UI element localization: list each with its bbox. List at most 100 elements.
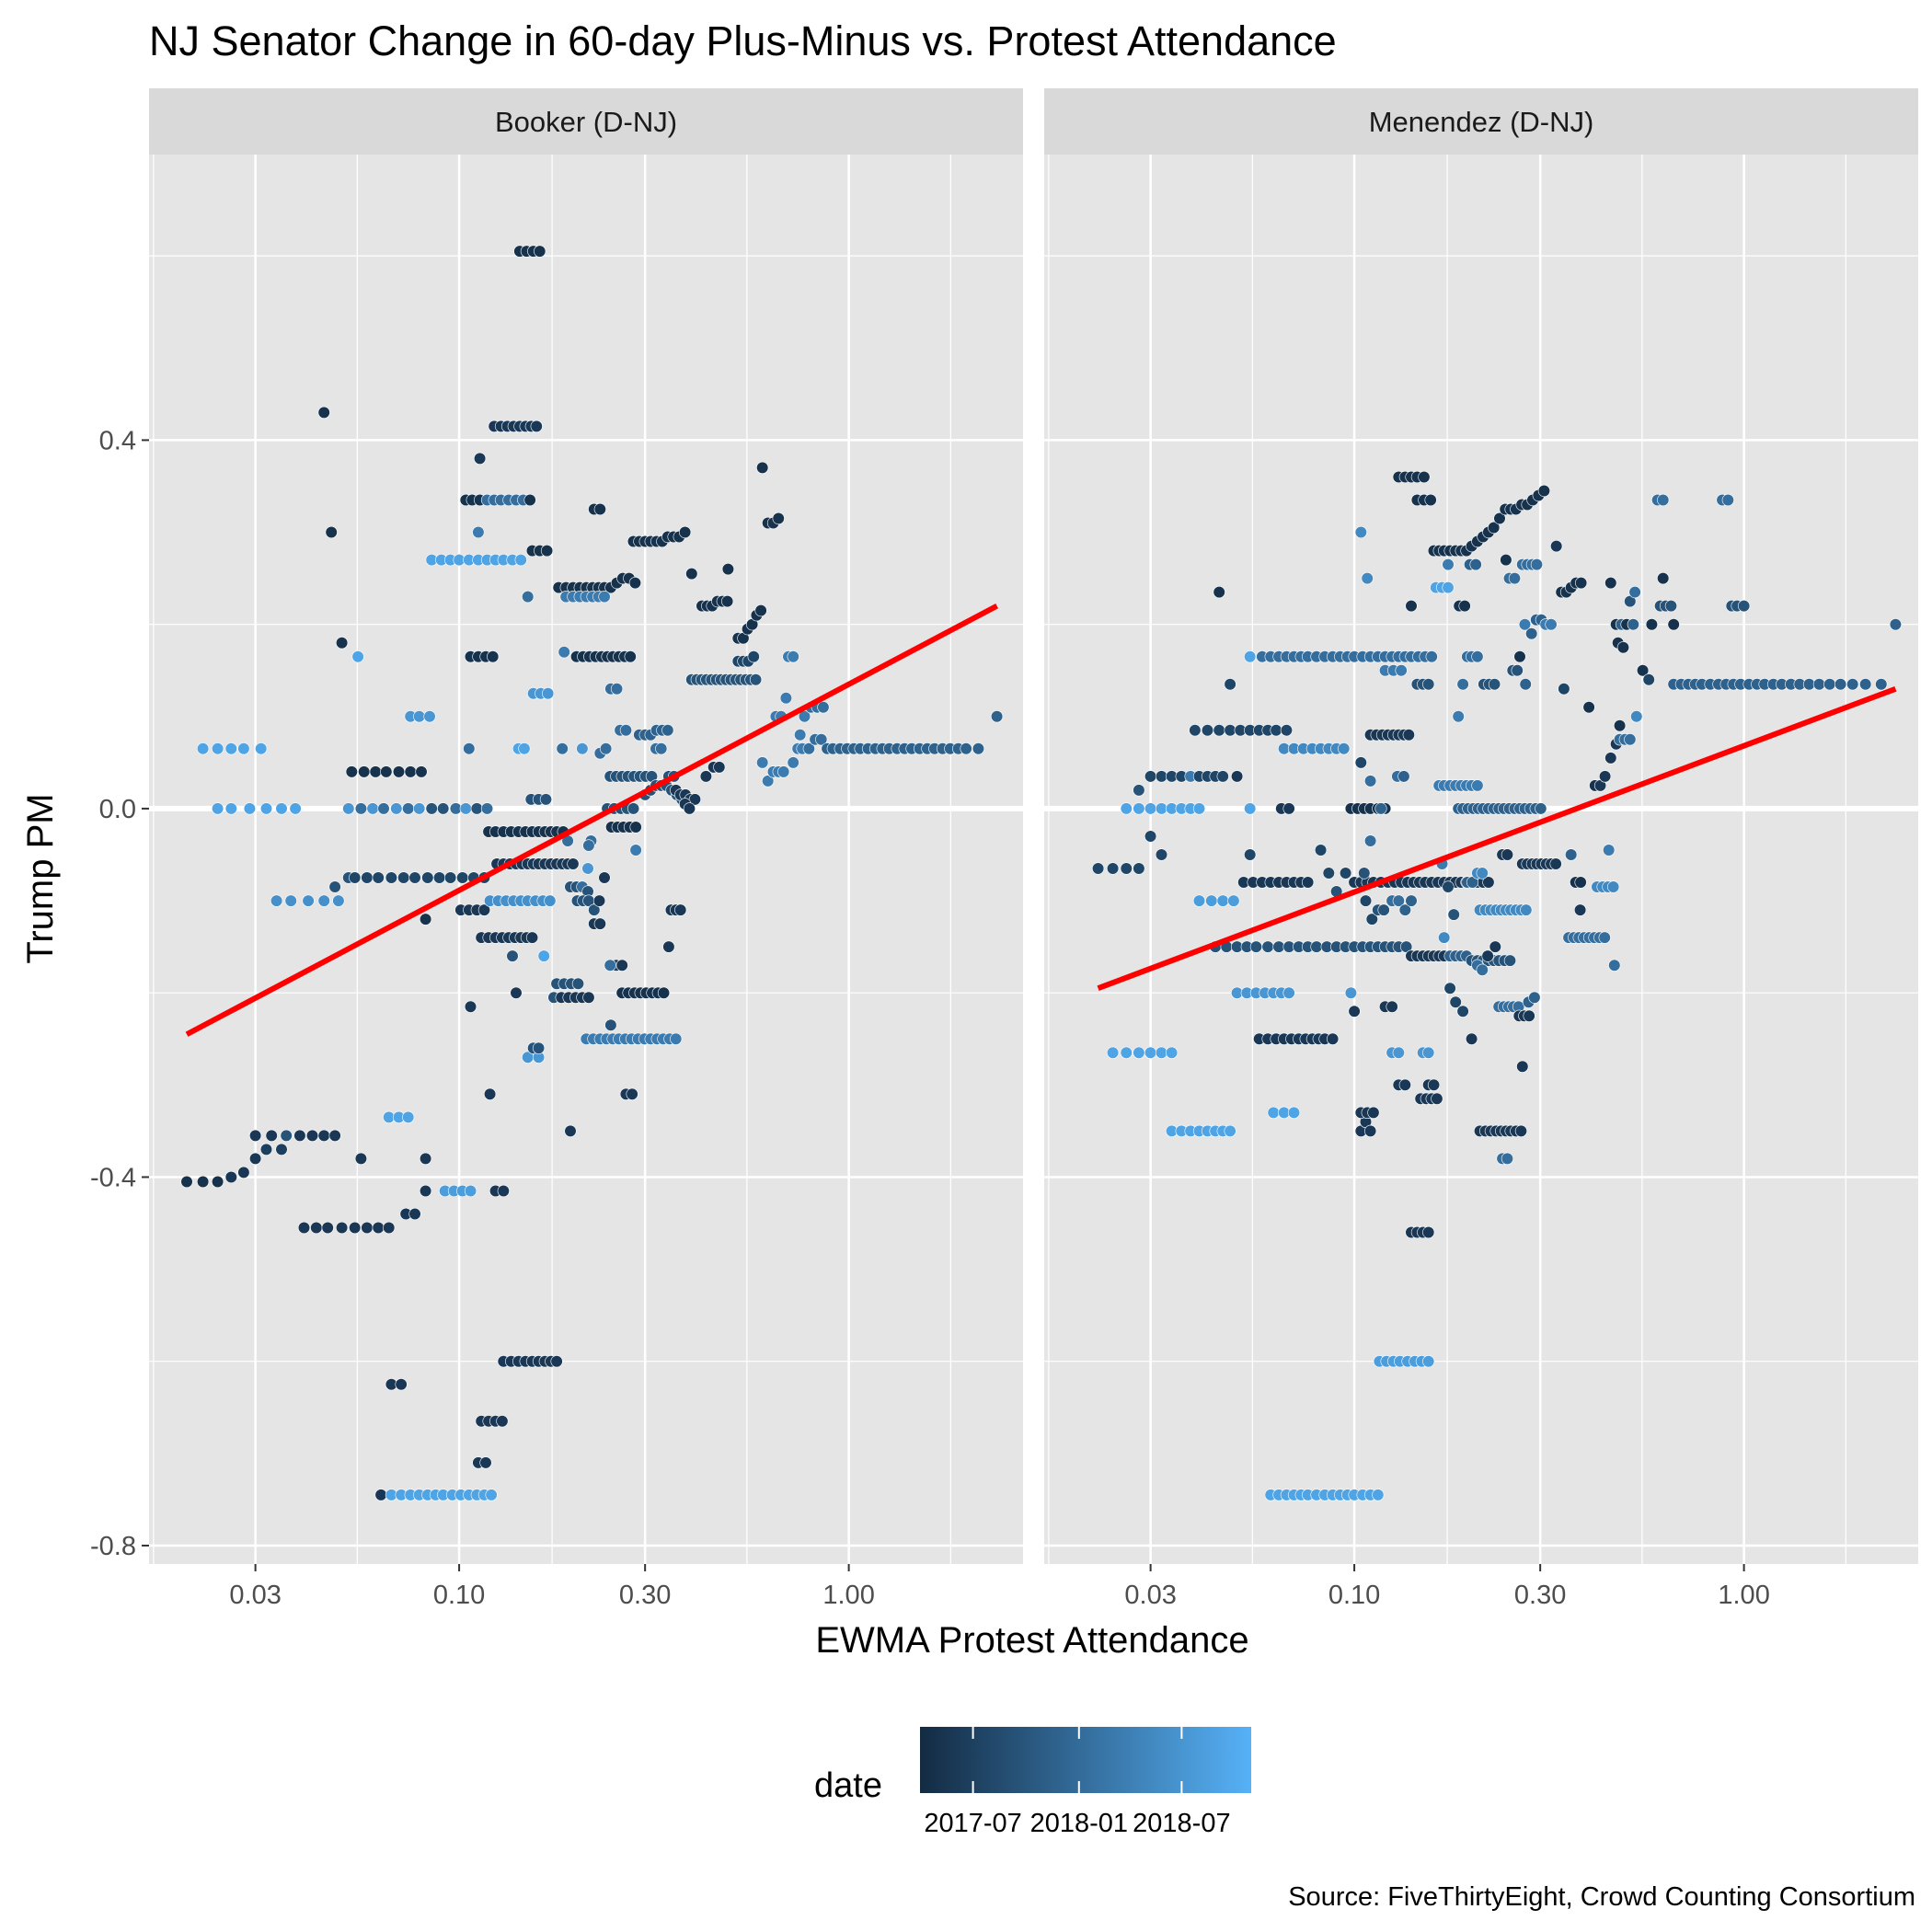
data-point [392,765,406,778]
data-point [1144,770,1157,783]
data-point [1405,599,1418,613]
data-point [480,802,494,815]
data-point [1501,848,1513,861]
data-point [1550,539,1563,553]
data-point [1523,1009,1535,1022]
data-point [437,802,450,815]
data-point [328,1129,341,1142]
data-point [558,646,570,659]
data-point [270,894,283,907]
data-point [1481,949,1494,962]
data-point [1392,894,1405,907]
data-point [1165,1046,1179,1059]
data-point [1442,880,1455,893]
legend-ticks: 2017-07 2018-01 2018-07 [924,1727,1231,1838]
data-point [1458,599,1471,613]
data-point [349,1221,362,1235]
data-point [464,1000,477,1013]
data-point [243,802,257,815]
data-point [1427,1078,1441,1091]
data-point [1657,493,1670,507]
data-point [255,742,268,755]
data-point [1501,1152,1513,1165]
data-point [802,742,815,755]
data-point [1374,802,1387,815]
data-point [237,1166,250,1179]
data-point [317,894,330,907]
data-point [317,406,330,420]
data-point [522,590,535,604]
data-point [1224,1124,1236,1137]
facet-strip [1044,88,1918,155]
data-point [354,802,368,815]
data-point [576,742,589,755]
data-point [1133,784,1145,797]
data-point [1525,627,1538,640]
data-point [1301,876,1315,889]
data-point [1482,876,1495,889]
data-point [1493,512,1506,525]
legend-label: 2017-07 [924,1809,1021,1838]
data-point [1488,678,1501,691]
data-point [297,1221,311,1235]
data-point [1326,1032,1340,1045]
data-point [523,493,536,507]
data-point [699,770,713,783]
data-point [1737,599,1751,613]
data-point [1386,1000,1398,1013]
data-point [683,802,696,815]
data-point [582,839,595,852]
data-point [1339,867,1352,880]
data-point [1604,576,1617,590]
data-point [1192,802,1206,815]
data-point [1471,650,1484,663]
data-point [385,871,398,884]
data-point [1144,802,1157,815]
data-point [1616,641,1629,654]
data-point [550,1355,563,1368]
facet-label: Menendez (D-NJ) [1369,106,1594,138]
data-point [1367,1106,1380,1119]
data-point [479,1456,492,1469]
data-point [249,1129,262,1142]
data-point [787,650,799,663]
data-point [402,802,415,815]
data-point [581,862,594,875]
data-point [1213,724,1225,737]
data-point [1520,903,1533,916]
data-point [1106,1046,1120,1059]
data-point [1465,1032,1478,1045]
data-point [354,1152,368,1165]
data-point [1402,729,1415,742]
data-point [1812,678,1825,691]
data-point [1224,724,1236,737]
x-tick-label: 0.30 [1514,1581,1566,1610]
data-point [629,821,642,834]
data-point [506,949,519,962]
data-point [402,1110,415,1123]
data-point [1516,1060,1529,1073]
data-point [380,765,393,778]
data-point [1519,678,1532,691]
data-point [1224,678,1236,691]
data-point [423,710,436,723]
data-point [1511,664,1524,677]
data-point [444,871,457,884]
data-point [1834,678,1847,691]
data-point [1598,931,1611,944]
data-point [224,1170,237,1184]
x-tick-label: 1.00 [822,1581,874,1610]
data-point [655,742,668,755]
data-point [470,802,483,815]
data-point [1392,1046,1405,1059]
facet-label: Booker (D-NJ) [495,106,677,138]
data-point [588,903,601,916]
facet-panels: Booker (D-NJ) 0.03 0.10 0.30 1.00 -0.8 -0.4 0.0… [90,88,1918,1610]
data-point [413,802,426,815]
data-point [487,650,500,663]
data-point [420,1184,432,1198]
data-point [518,742,531,755]
data-point [472,525,485,539]
y-tick-label: 0.0 [99,795,136,824]
data-point [1363,834,1377,847]
